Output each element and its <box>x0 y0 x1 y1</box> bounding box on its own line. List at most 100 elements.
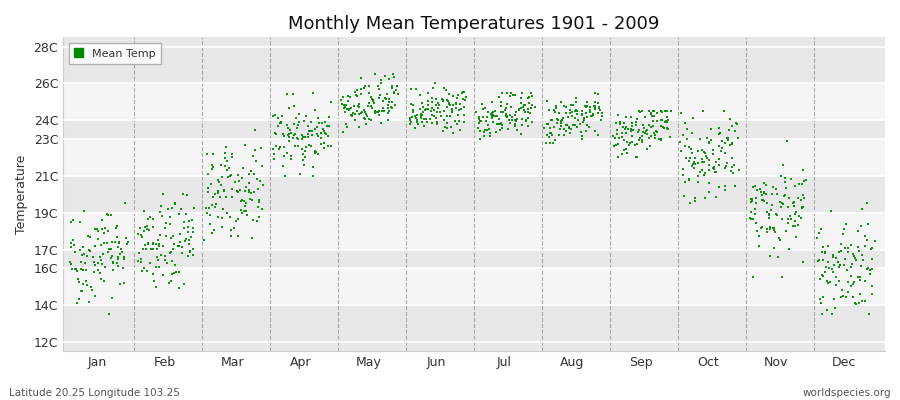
Point <box>685 163 699 169</box>
Point <box>440 97 454 104</box>
Point <box>502 120 517 126</box>
Point <box>518 118 533 124</box>
Point <box>423 116 437 122</box>
Point <box>105 266 120 273</box>
Point <box>548 109 562 115</box>
Point <box>583 108 598 115</box>
Point <box>390 83 404 89</box>
Point <box>130 231 145 237</box>
Point <box>503 112 517 118</box>
Point <box>268 130 283 137</box>
Point <box>749 219 763 226</box>
Point <box>593 107 608 113</box>
Point <box>86 254 101 260</box>
Point <box>832 262 847 268</box>
Point <box>476 106 491 112</box>
Point <box>214 182 229 189</box>
Point <box>835 287 850 293</box>
Point <box>492 116 507 122</box>
Point <box>292 118 306 125</box>
Point <box>211 214 225 220</box>
Point <box>245 197 259 203</box>
Point <box>134 232 148 238</box>
Point <box>469 109 483 115</box>
Point <box>796 259 810 266</box>
Point <box>619 124 634 130</box>
Point <box>796 204 810 210</box>
Point <box>608 134 622 141</box>
Point <box>636 122 651 128</box>
Point <box>629 116 643 122</box>
Point <box>482 109 496 116</box>
Point <box>541 121 555 128</box>
Point <box>696 108 710 114</box>
Point <box>140 268 154 274</box>
Point <box>746 184 760 190</box>
Point <box>269 142 284 149</box>
Point <box>744 196 759 203</box>
Point <box>616 147 631 154</box>
Point <box>744 209 759 215</box>
Point <box>137 227 151 234</box>
Point <box>357 115 372 122</box>
Point <box>728 183 742 189</box>
Point <box>158 252 172 259</box>
Point <box>836 231 850 238</box>
Point <box>82 247 96 253</box>
Point <box>229 218 243 224</box>
Point <box>403 115 418 122</box>
Point <box>287 131 302 137</box>
Point <box>796 194 811 201</box>
Point <box>838 256 852 262</box>
Point <box>284 130 299 136</box>
Point <box>653 136 668 142</box>
Point <box>91 236 105 242</box>
Point <box>372 94 386 101</box>
Point <box>478 105 492 112</box>
Point <box>649 128 663 134</box>
Point <box>449 95 464 102</box>
Point <box>501 126 516 132</box>
Point <box>632 136 646 143</box>
Point <box>657 124 671 131</box>
Point <box>415 109 429 115</box>
Point <box>858 297 872 304</box>
Point <box>133 259 148 266</box>
Point <box>520 123 535 130</box>
Point <box>96 230 111 236</box>
Point <box>354 86 368 92</box>
Point <box>724 123 739 130</box>
Point <box>729 120 743 126</box>
Point <box>554 117 569 123</box>
Point <box>572 121 587 127</box>
Point <box>146 246 160 252</box>
Point <box>347 117 362 123</box>
Point <box>437 124 452 130</box>
Point <box>569 99 583 105</box>
Point <box>788 210 802 217</box>
Point <box>827 296 842 302</box>
Point <box>404 86 419 92</box>
Point <box>648 134 662 141</box>
Point <box>695 147 709 153</box>
Point <box>712 162 726 168</box>
Point <box>415 104 429 110</box>
Point <box>434 113 448 120</box>
Point <box>492 127 507 133</box>
Point <box>76 244 90 250</box>
Bar <box>63 120 885 139</box>
Point <box>786 199 800 206</box>
Point <box>646 108 661 114</box>
Point <box>222 214 237 220</box>
Point <box>453 101 467 107</box>
Point <box>725 140 740 147</box>
Point <box>490 121 504 128</box>
Point <box>346 112 360 118</box>
Point <box>213 194 228 200</box>
Point <box>639 146 653 152</box>
Point <box>440 104 454 110</box>
Point <box>346 110 360 116</box>
Point <box>631 129 645 136</box>
Point <box>93 254 107 260</box>
Point <box>498 107 512 114</box>
